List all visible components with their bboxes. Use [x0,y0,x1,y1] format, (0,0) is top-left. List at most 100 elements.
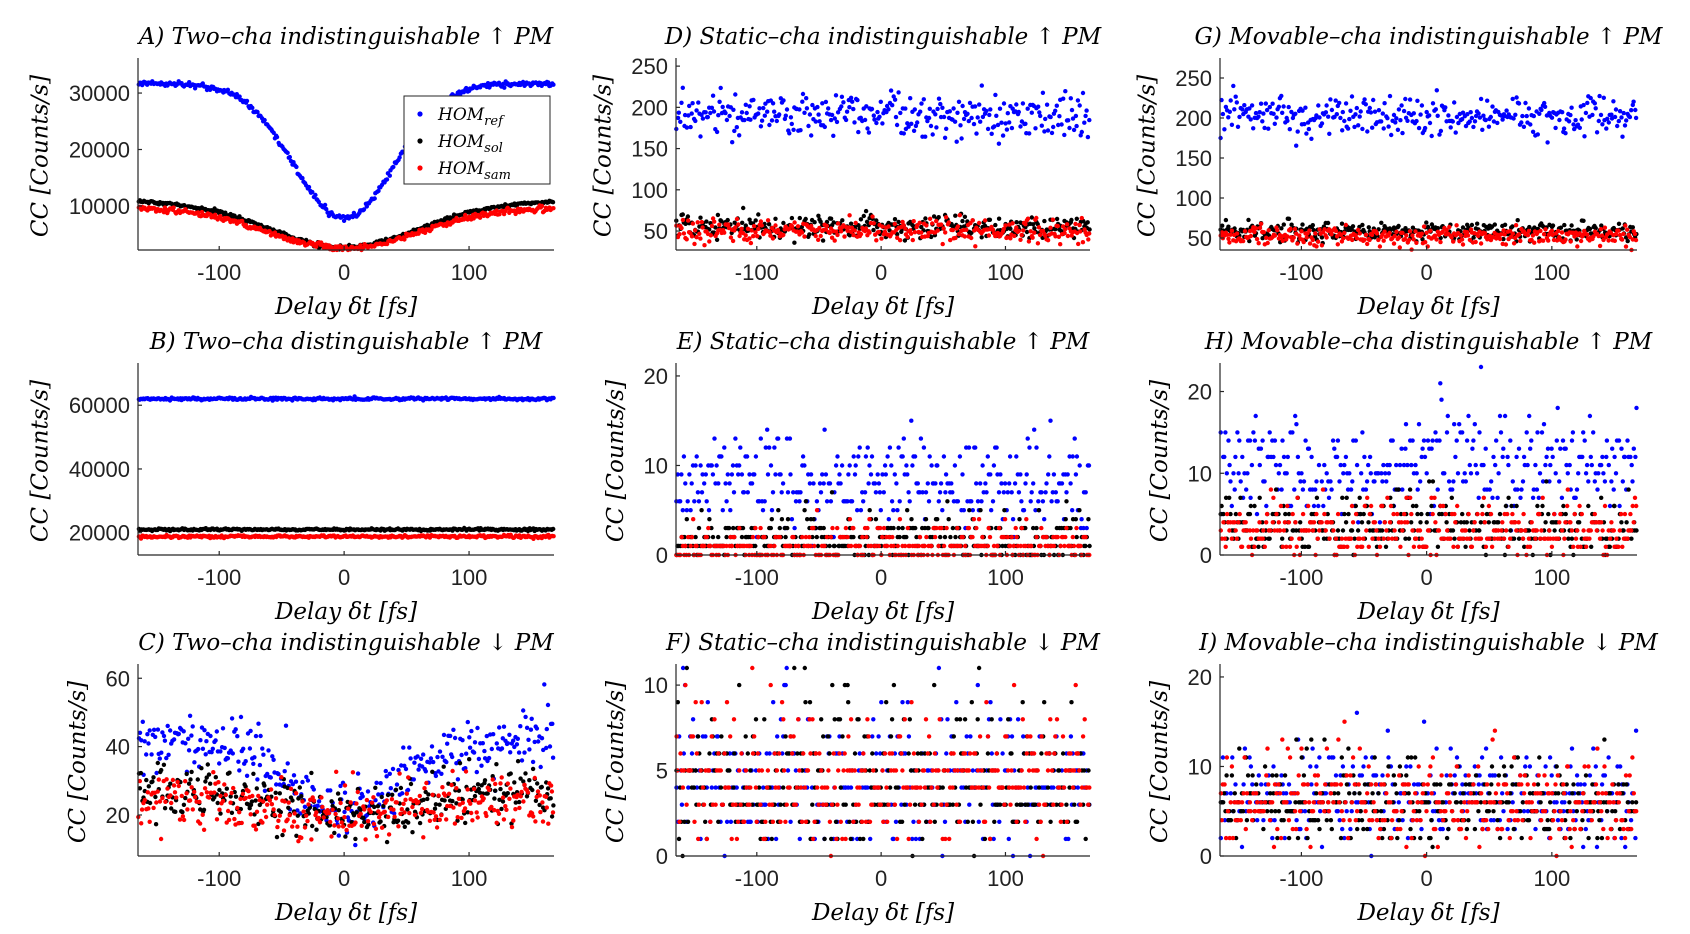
data-point [873,490,879,495]
data-point [1482,231,1488,236]
data-point [869,454,875,459]
data-point [893,114,899,120]
data-point [1519,120,1524,125]
data-point [1458,233,1464,238]
data-point [824,499,830,504]
data-point [689,111,694,116]
data-point [724,117,730,123]
x-tick-label: 100 [1533,260,1570,285]
data-point [262,117,267,123]
data-point [960,103,965,109]
data-point [940,508,945,513]
data-point [873,517,879,522]
data-point [1360,126,1365,132]
data-point [813,119,818,124]
data-point [1583,110,1589,116]
data-point [1073,221,1078,227]
data-point [1023,121,1028,127]
data-point [976,220,982,226]
data-point [885,543,890,549]
y-tick-label: 200 [631,95,668,120]
data-point [1014,220,1019,225]
data-point [1615,123,1620,129]
data-point [700,116,706,121]
data-point [1286,216,1292,221]
data-point [686,113,691,118]
data-point [314,244,319,249]
data-point [897,517,903,522]
data-point [1279,226,1284,231]
panel-e: E) Static–cha distinguishable ↑ PM-100 0 1… [603,329,1092,625]
data-point [851,454,856,459]
y-axis-label: CC [Counts/s] [591,75,617,237]
data-point [1502,222,1508,227]
data-point [947,109,952,114]
data-point [1055,499,1060,504]
data-point [1511,241,1517,246]
data-point [1334,112,1340,117]
data-point [781,220,786,226]
y-axis-label: CC [Counts/s] [28,75,54,237]
data-point [971,121,977,127]
data-point [955,525,960,531]
data-point [923,134,928,139]
data-point [874,120,879,126]
data-point [1379,220,1384,225]
data-point [773,472,778,477]
data-point [856,454,861,459]
data-point [758,219,764,224]
data-point [998,472,1003,477]
data-point [934,218,939,224]
data-point [734,216,740,222]
data-point [744,454,750,459]
data-point [1563,131,1568,136]
data-point [877,114,882,120]
data-points [136,79,556,253]
data-point [990,499,996,504]
data-point [703,110,708,115]
data-point [843,117,849,123]
data-point [996,141,1002,146]
data-point [1573,118,1578,123]
data-point [1406,237,1412,243]
data-point [1049,499,1054,504]
data-point [1064,490,1069,495]
data-point [678,119,683,125]
data-point [1071,127,1077,133]
data-point [1254,236,1260,242]
data-point [680,217,686,223]
data-point [1068,481,1073,486]
data-point [250,105,255,111]
data-point [688,543,693,549]
data-point [739,534,745,540]
data-point [1045,128,1051,133]
data-point [897,238,903,243]
data-point [971,517,977,522]
data-point [876,229,881,235]
data-point [759,118,765,123]
data-point [1037,232,1043,238]
data-point [928,123,934,129]
data-point [1348,108,1353,114]
data-point [1367,105,1373,111]
data-point [1069,107,1075,113]
data-point [904,463,909,468]
data-point [837,472,842,477]
data-point [551,395,556,401]
x-axis-label: Delay δt [fs] [811,294,954,320]
data-point [965,111,970,117]
data-point [1001,490,1006,495]
data-point [974,525,979,531]
data-point [502,85,507,90]
data-point [1368,110,1374,115]
data-point [1414,240,1419,245]
data-point [1074,123,1079,129]
data-point [1381,126,1386,131]
data-point [387,173,392,178]
data-point [1537,111,1542,117]
data-point [787,436,793,441]
data-point [869,106,875,112]
data-point [995,543,1000,549]
data-point [689,481,694,486]
data-point [1562,222,1567,228]
